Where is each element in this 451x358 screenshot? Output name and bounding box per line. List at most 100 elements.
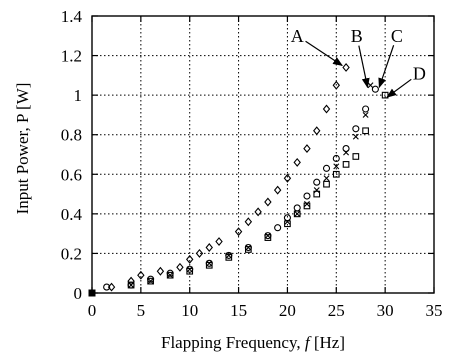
data-point-cross	[352, 133, 359, 140]
data-point-diamond	[215, 237, 223, 247]
data-point-square	[303, 202, 311, 210]
data-point-diamond	[303, 144, 311, 154]
y-tick-label: 0.8	[61, 126, 82, 145]
x-axis-title: Flapping Frequency, f [Hz]	[161, 333, 345, 352]
data-point-square	[186, 267, 194, 275]
data-point-circle	[293, 204, 301, 212]
data-point-diamond	[342, 62, 350, 72]
data-point-square	[323, 180, 330, 188]
y-tick-label: 1.2	[61, 47, 82, 66]
data-point-square	[332, 170, 340, 178]
y-tick-label: 0.4	[61, 205, 83, 224]
data-point-cross	[128, 282, 135, 289]
annotation-arrow-a	[305, 40, 343, 67]
data-point-cross	[303, 200, 310, 207]
data-point-square	[205, 261, 213, 269]
data-point-diamond	[176, 262, 184, 272]
y-tick-label: 0	[74, 284, 83, 303]
data-point-cross	[343, 149, 350, 156]
data-point-circle	[352, 125, 360, 133]
data-point-cross	[206, 260, 213, 267]
data-point-circle	[332, 154, 340, 163]
y-tick-label: 1.4	[61, 7, 83, 26]
data-point-diamond	[234, 227, 243, 237]
data-point-diamond	[264, 197, 272, 207]
data-point-square	[313, 190, 321, 198]
data-point-square	[147, 277, 154, 285]
annotation-label-a: A	[291, 26, 304, 46]
data-point-circle	[313, 178, 321, 186]
data-point-cross	[147, 278, 154, 285]
data-point-square	[293, 210, 301, 218]
x-tick-label: 35	[426, 301, 443, 320]
data-point-diamond	[313, 126, 321, 136]
data-point-cross	[245, 244, 252, 251]
x-tick-label: 20	[279, 301, 296, 320]
data-point-diamond	[156, 266, 165, 276]
data-point-cross	[323, 175, 330, 182]
data-point-square	[127, 281, 135, 289]
data-point-square	[352, 153, 360, 160]
data-point-diamond	[185, 254, 194, 264]
annotation-arrow-b	[358, 45, 370, 89]
data-point-cross	[186, 266, 193, 273]
x-axis-title-symbol: f	[305, 333, 312, 352]
data-point-square	[342, 161, 350, 168]
data-point-diamond	[205, 243, 213, 252]
data-point-circle	[303, 192, 311, 200]
data-point-diamond	[322, 104, 331, 114]
annotation-arrow-c	[378, 45, 395, 89]
data-point-square	[244, 246, 252, 253]
tick-labels: 0 5 10 15 20 25 30 35 0 0.2 0.4 0.6 0.8 1 1.2 1.4	[61, 7, 443, 320]
data-point-diamond	[254, 207, 262, 217]
data-point-cross	[294, 210, 301, 217]
data-point-square	[225, 254, 233, 261]
data-point-diamond	[244, 217, 253, 227]
x-tick-label: 25	[328, 301, 345, 320]
data-point-circle	[362, 105, 370, 113]
annotations: A B CD	[291, 26, 426, 98]
x-tick-label: 5	[137, 301, 146, 320]
data-point-square	[362, 127, 369, 135]
data-point-cross	[167, 272, 174, 279]
y-tick-label: 0.2	[61, 244, 82, 263]
annotation-label-b: B	[351, 26, 363, 46]
data-point-cross	[225, 252, 232, 259]
data-point-cross	[313, 187, 320, 194]
data-point-square	[166, 271, 174, 279]
y-tick-label: 1	[74, 86, 83, 105]
data-point-cross	[284, 218, 291, 225]
x-axis-title-suffix: [Hz]	[310, 333, 345, 352]
data-point-diamond	[332, 80, 341, 90]
data-point-square	[264, 234, 272, 241]
data-point-diamond	[273, 185, 282, 195]
data-point-cross	[333, 163, 340, 170]
annotation-label-c: C	[391, 26, 403, 46]
annotation-arrow-d	[386, 78, 412, 98]
data-point-circle	[274, 224, 282, 232]
data-point-cross	[362, 111, 369, 118]
grid	[92, 16, 434, 293]
data-point-diamond	[137, 270, 145, 280]
x-tick-label: 0	[88, 301, 97, 320]
annotation-label-d: D	[413, 63, 426, 83]
data-point-cross	[264, 232, 271, 239]
x-axis-title-prefix: Flapping Frequency,	[161, 333, 305, 352]
data-point-circle	[322, 164, 331, 172]
data-point-square	[284, 220, 291, 228]
data-point-circle	[371, 85, 379, 93]
x-tick-label: 10	[181, 301, 198, 320]
data-point-diamond	[283, 173, 292, 183]
data-point-circle	[342, 145, 350, 153]
y-axis-title: Input Power, P [W]	[13, 83, 32, 215]
data-point-diamond	[195, 248, 204, 258]
data-point-circle	[103, 283, 111, 291]
plot-frame	[91, 15, 435, 294]
axis-ticks	[91, 15, 435, 294]
x-tick-label: 15	[230, 301, 247, 320]
x-tick-label: 30	[377, 301, 394, 320]
data-point-diamond	[293, 157, 301, 167]
y-tick-label: 0.6	[61, 165, 82, 184]
data-point-cross	[367, 82, 374, 89]
